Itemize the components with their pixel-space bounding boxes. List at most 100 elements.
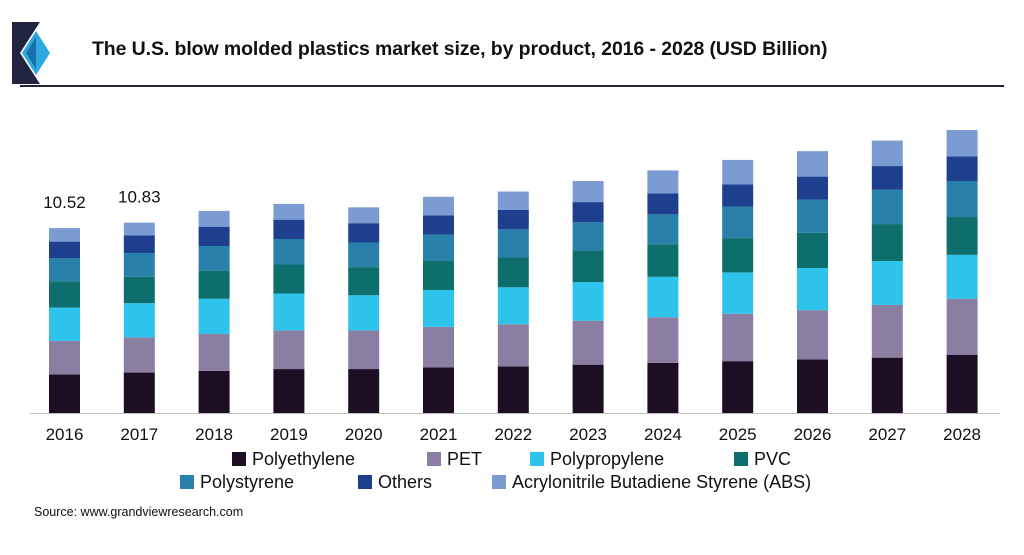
- legend-item: PVC: [734, 448, 791, 470]
- bar-segment: [49, 374, 80, 413]
- bar-segment: [722, 313, 754, 362]
- data-label: 10.52: [43, 193, 86, 212]
- title-divider: [20, 85, 1004, 87]
- legend-row-1: Polyethylene PET Polypropylene PVC: [0, 448, 1024, 470]
- bar-segment: [348, 330, 380, 370]
- legend-item: PET: [427, 448, 482, 470]
- bar-segment: [423, 196, 454, 216]
- bar-segment: [423, 260, 454, 290]
- legend-row-2: Polystyrene Others Acrylonitrile Butadiene…: [0, 471, 1024, 493]
- bar-segment: [273, 264, 305, 294]
- bar-segment: [348, 267, 380, 296]
- bar-segment: [273, 219, 305, 239]
- bar-segment: [123, 372, 155, 413]
- bar-stack-2026: [797, 151, 828, 413]
- bar-stack-2020: [348, 207, 380, 413]
- bar-segment: [497, 257, 529, 288]
- bar-segment: [946, 130, 978, 157]
- bar-segment: [198, 210, 230, 227]
- bar-segment: [497, 324, 529, 367]
- stacked-bar-chart: 2016 2017 2018 2019 2020 2021 2022 2023 2024 2025…: [30, 130, 1000, 444]
- bar-stack-2027: [871, 140, 903, 413]
- bar-segment: [497, 366, 529, 413]
- bar-segment: [423, 326, 454, 368]
- bar-segment: [497, 210, 529, 230]
- bar-segment: [572, 364, 604, 413]
- bar-segment: [722, 184, 754, 207]
- bar-segment: [572, 250, 604, 283]
- bar-segment: [123, 253, 155, 277]
- legend-item: Others: [358, 471, 432, 493]
- bar-segment: [797, 151, 828, 177]
- bar-segment: [49, 340, 80, 375]
- bar-segment: [722, 238, 754, 273]
- bar-segment: [797, 199, 828, 233]
- bar-segment: [348, 223, 380, 243]
- x-tick-label: 2028: [943, 425, 981, 444]
- bar-segment: [647, 317, 679, 363]
- bar-segment: [198, 333, 230, 371]
- bar-segment: [123, 303, 155, 338]
- bar-segment: [946, 254, 978, 299]
- bar-segment: [273, 330, 305, 370]
- legend-item: Acrylonitrile Butadiene Styrene (ABS): [492, 471, 811, 493]
- bar-segment: [348, 295, 380, 331]
- bar-stack-2016: [49, 228, 80, 413]
- bar-segment: [49, 307, 80, 341]
- bar-stack-2018: [198, 210, 230, 413]
- bar-segment: [647, 170, 679, 194]
- data-label: 10.83: [118, 188, 161, 207]
- bar-segment: [871, 357, 903, 413]
- x-tick-label: 2016: [46, 425, 84, 444]
- bar-segment: [273, 203, 305, 220]
- bar-segment: [572, 282, 604, 321]
- bar-segment: [797, 268, 828, 311]
- legend-label: PET: [447, 448, 483, 469]
- bar-segment: [946, 217, 978, 255]
- legend-swatch: [492, 475, 506, 489]
- bar-segment: [49, 258, 80, 282]
- bar-segment: [572, 202, 604, 223]
- bar-stack-2021: [423, 196, 454, 413]
- bar-segment: [572, 222, 604, 251]
- bar-stack-2024: [647, 170, 679, 413]
- bar-segment: [722, 159, 754, 185]
- bar-segment: [871, 166, 903, 190]
- bar-segment: [49, 281, 80, 308]
- bar-segment: [198, 370, 230, 413]
- bar-segment: [797, 359, 828, 413]
- bar-segment: [871, 189, 903, 225]
- bar-segment: [497, 191, 529, 210]
- bar-segment: [797, 310, 828, 360]
- legend-item: Polystyrene: [180, 471, 294, 493]
- legend-swatch: [232, 452, 246, 466]
- bar-segment: [572, 320, 604, 365]
- legend-label: Polyethylene: [252, 448, 356, 469]
- bar-segment: [423, 234, 454, 261]
- bar-segment: [198, 226, 230, 247]
- bar-segment: [123, 235, 155, 254]
- legend-swatch: [734, 452, 748, 466]
- source-note: Source: www.grandviewresearch.com: [34, 505, 244, 519]
- legend-swatch: [530, 452, 544, 466]
- bar-segment: [273, 239, 305, 265]
- bar-segment: [198, 298, 230, 334]
- bar-stack-2023: [572, 181, 604, 413]
- bar-segment: [946, 181, 978, 218]
- bar-segment: [198, 270, 230, 299]
- bar-segment: [946, 298, 978, 355]
- bar-segment: [123, 276, 155, 304]
- legend-swatch: [427, 452, 441, 466]
- bar-segment: [722, 206, 754, 239]
- logo-dark-shape: [12, 22, 40, 84]
- chart-legend: Polyethylene PET Polypropylene PVC Polystyr…: [0, 444, 1024, 494]
- x-tick-label: 2017: [120, 425, 158, 444]
- bar-segment: [273, 369, 305, 413]
- legend-label: Others: [378, 471, 433, 492]
- legend-swatch: [180, 475, 194, 489]
- logo-mid-shape: [26, 37, 36, 69]
- bar-segment: [423, 289, 454, 327]
- bar-stack-2017: [123, 222, 155, 413]
- bar-segment: [797, 232, 828, 268]
- bar-segment: [871, 140, 903, 167]
